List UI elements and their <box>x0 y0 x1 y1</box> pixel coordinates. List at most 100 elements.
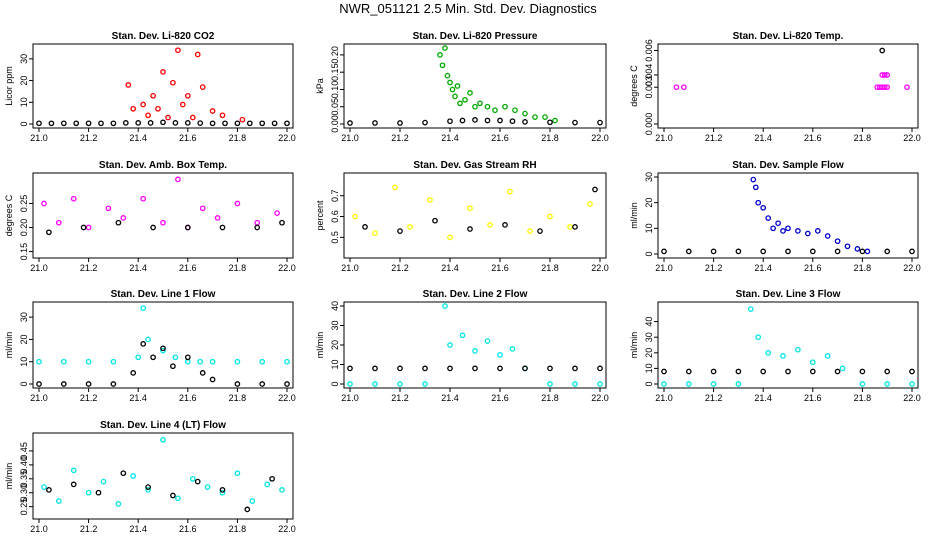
rh-black-point <box>362 224 368 230</box>
pressure-bulk-point <box>462 96 468 103</box>
sampleflow-bulk-point <box>864 248 871 255</box>
co2-black-point <box>284 120 290 127</box>
pressure-ytick-label: 0.00 <box>330 115 340 133</box>
temp-ytick-label: 0.003 <box>644 76 654 99</box>
rh-xtick-label: 21.8 <box>541 263 559 273</box>
line3-black-point <box>909 368 915 375</box>
rh-black-point <box>572 224 578 230</box>
sampleflow-bulk-point <box>844 243 851 250</box>
pressure-xtick-label: 22.0 <box>591 133 609 143</box>
boxtemp-bulk-point <box>234 200 241 207</box>
temp-xtick-label: 21.4 <box>754 133 772 143</box>
line2-black-point <box>472 365 478 372</box>
line3-bulk-point <box>747 306 754 312</box>
rh-bulk-point <box>587 201 593 207</box>
line3-black-point <box>661 368 667 375</box>
co2-black-point <box>48 120 55 127</box>
line3-ytick-label: 10 <box>644 363 654 373</box>
boxtemp-black-point <box>254 224 261 231</box>
line3-black-point <box>685 368 692 375</box>
rh-bulk-point <box>547 213 553 220</box>
line1-xtick-label: 21.2 <box>80 393 98 403</box>
line2-xtick-label: 21.8 <box>541 393 559 403</box>
temp-title: Stan. Dev. Li-820 Temp. <box>733 31 844 42</box>
boxtemp-xtick-label: 21.8 <box>229 263 247 273</box>
line3-black-point <box>809 368 816 375</box>
line1-black-point <box>150 354 156 361</box>
temp-xtick-label: 21.0 <box>655 133 673 143</box>
line3-bulk-point <box>735 381 742 387</box>
co2-black-point <box>172 120 179 126</box>
line1-bulk-point <box>172 354 179 361</box>
line1-ytick-label: 10 <box>19 357 29 367</box>
page-title: NWR_051121 2.5 Min. Std. Dev. Diagnostic… <box>339 1 597 16</box>
sampleflow-ylabel: ml/min <box>629 202 639 229</box>
line2-bulk-point <box>484 338 491 344</box>
pressure-xtick-label: 21.8 <box>541 133 559 143</box>
temp-bulk-point <box>884 84 891 91</box>
rh-black-point <box>502 222 508 228</box>
line1-bulk-point <box>110 358 117 365</box>
boxtemp-bulk-point <box>175 176 181 183</box>
boxtemp-black-point <box>115 219 122 226</box>
boxtemp-bulk-point <box>140 195 147 202</box>
boxtemp-plot-frame <box>32 172 294 259</box>
rh-bulk-point <box>352 213 358 220</box>
boxtemp-bulk-point <box>199 205 206 212</box>
panel-co2: Stan. Dev. Li-820 CO2 21.0 21.2 21.4 21.6 21.… <box>4 31 296 143</box>
pressure-ytick-label: 0.10 <box>330 81 340 99</box>
panel-sampleflow: Stan. Dev. Sample Flow 21.0 21.2 21.4 21.6 21… <box>629 160 921 273</box>
pressure-black-point <box>347 120 353 126</box>
line3-ytick-label: 40 <box>644 317 654 327</box>
line2-xtick-label: 21.6 <box>491 393 509 403</box>
co2-black-point <box>197 120 204 126</box>
line4-bulk-point <box>145 487 151 493</box>
co2-bulk-point <box>184 92 191 99</box>
pressure-bulk-point <box>444 72 451 79</box>
line1-bulk-point <box>145 336 151 343</box>
rh-ytick-label: 0.7 <box>330 189 340 202</box>
line1-bulk-point <box>197 358 204 365</box>
boxtemp-black-point <box>80 224 87 231</box>
co2-xtick-label: 21.8 <box>229 133 247 143</box>
co2-black-point <box>160 119 166 126</box>
line4-bulk-point <box>204 484 211 490</box>
pressure-xtick-label: 21.4 <box>441 133 459 143</box>
temp-ylabel: degrees C <box>629 65 639 107</box>
line1-black-point <box>184 354 191 361</box>
co2-black-point <box>184 120 191 126</box>
pressure-xtick-label: 21.2 <box>391 133 409 143</box>
line4-xtick-label: 21.8 <box>229 524 247 534</box>
line4-bulk-point <box>130 473 137 479</box>
line4-ytick-label: 0.35 <box>19 470 29 488</box>
co2-bulk-point <box>209 108 216 114</box>
temp-bulk-point <box>680 84 687 91</box>
line2-bulk-point <box>459 332 466 339</box>
co2-black-point <box>85 120 92 127</box>
line1-black-point <box>284 381 290 387</box>
line3-black-point <box>834 368 841 375</box>
line4-black-point <box>170 492 176 499</box>
line1-ytick-label: 30 <box>19 312 29 322</box>
line2-bulk-point <box>497 351 503 358</box>
boxtemp-bulk-point <box>274 210 280 216</box>
line4-xtick-label: 22.0 <box>278 524 296 534</box>
line1-xtick-label: 21.8 <box>229 393 247 403</box>
rh-plot-frame <box>343 172 607 259</box>
line1-black-point <box>85 381 92 387</box>
pressure-bulk-point <box>484 103 491 110</box>
line1-black-point <box>199 370 206 376</box>
co2-bulk-point <box>165 114 171 121</box>
line1-black-point <box>259 381 266 387</box>
line2-bulk-point <box>509 346 516 352</box>
panel-temp: Stan. Dev. Li-820 Temp. 21.0 21.2 21.4 21.6 2… <box>629 31 921 143</box>
boxtemp-bulk-point <box>254 219 261 226</box>
pressure-black-point <box>447 118 453 125</box>
co2-black-point <box>234 120 241 127</box>
rh-bulk-point <box>407 224 413 230</box>
line3-bulk-point <box>839 365 846 372</box>
line3-xtick-label: 21.2 <box>705 393 723 403</box>
pressure-black-point <box>572 119 578 126</box>
boxtemp-ytick-label: 0.25 <box>19 195 29 213</box>
line3-bulk-point <box>765 349 772 356</box>
